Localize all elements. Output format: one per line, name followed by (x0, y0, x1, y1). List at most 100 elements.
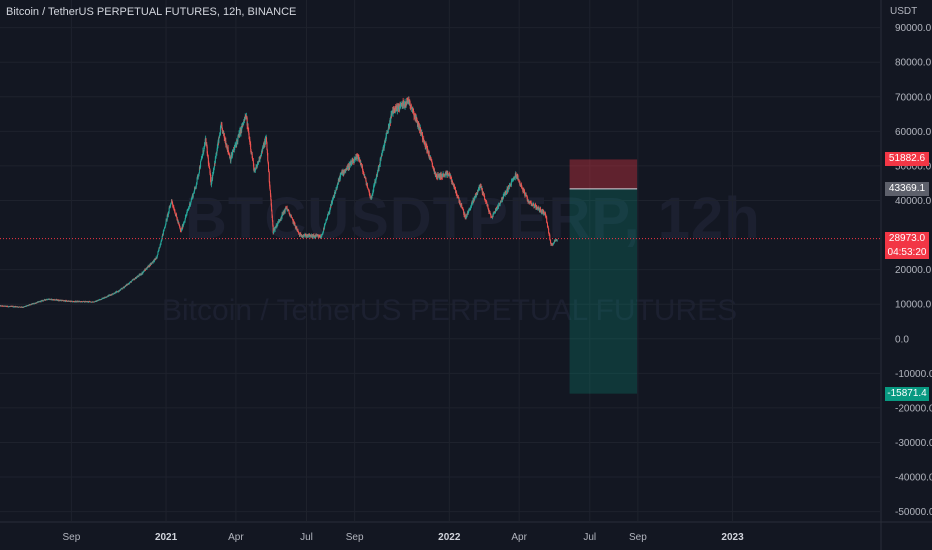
candle-body (524, 194, 526, 197)
candle-body (294, 223, 296, 226)
candle-body (442, 174, 444, 178)
candle-body (290, 216, 292, 218)
candle-body (270, 195, 272, 200)
time-tick-label: Sep (62, 532, 80, 543)
candle-body (364, 176, 366, 179)
candle-body (377, 171, 379, 176)
price-tick-label: 70000.0 (895, 92, 932, 103)
candle-body (159, 243, 161, 247)
candle-body (156, 255, 158, 258)
candle-body (142, 272, 144, 274)
candle-body (228, 152, 230, 155)
price-tick-label: -30000.0 (895, 438, 932, 449)
candle-body (463, 210, 465, 214)
candle-body (547, 227, 549, 229)
candle-body (131, 281, 133, 283)
candle-body (199, 166, 201, 169)
candle-body (213, 166, 215, 170)
candle-body (22, 307, 24, 308)
time-tick-label: Apr (228, 532, 244, 543)
candle-body (507, 188, 509, 192)
candle-body (163, 228, 165, 231)
price-tick-label: 20000.0 (895, 265, 932, 276)
candle-body (28, 305, 30, 307)
candle-body (207, 157, 209, 164)
candle-body (410, 105, 412, 109)
candle-body (162, 230, 164, 235)
price-tick-label: 80000.0 (895, 58, 932, 69)
candle-body (550, 240, 552, 244)
candle-body (494, 209, 496, 213)
candle-body (200, 161, 202, 167)
candle-body (131, 280, 133, 281)
candle-body (210, 174, 212, 182)
candle-body (96, 301, 98, 302)
candle-body (266, 138, 268, 143)
candle-body (157, 252, 159, 255)
price-tick-label: -20000.0 (895, 403, 932, 414)
candle-body (148, 265, 150, 267)
candle-body (543, 211, 545, 215)
candle-body (396, 105, 398, 112)
candle-body (196, 177, 198, 183)
candle-body (227, 147, 229, 152)
candle-body (262, 146, 264, 151)
candle-body (270, 199, 272, 206)
candle-body (294, 225, 296, 227)
candle-body (399, 105, 401, 109)
candle-body (87, 301, 89, 303)
candle-body (200, 160, 202, 162)
candle-body (325, 222, 327, 224)
candle-body (450, 175, 452, 180)
candle-body (165, 220, 167, 225)
candle-body (269, 186, 271, 191)
candle-body (6, 306, 8, 308)
candle-body (470, 206, 472, 210)
time-tick-label: 2023 (721, 532, 744, 543)
candle-body (203, 150, 205, 153)
candle-body (330, 202, 332, 206)
candle-body (206, 146, 208, 154)
candle-body (369, 194, 371, 198)
candle-body (56, 300, 58, 302)
candle-body (114, 292, 116, 294)
candle-body (138, 274, 140, 277)
candle-body (170, 203, 172, 205)
candle-body (219, 134, 221, 138)
price-tick-label: 50000.0 (895, 161, 932, 172)
candle-body (400, 103, 402, 106)
candle-body (503, 194, 505, 196)
candle-body (481, 188, 483, 193)
candle-body (269, 181, 271, 187)
candle-body (353, 159, 355, 163)
candle-body (430, 157, 432, 160)
candle-body (297, 231, 299, 233)
entry-price-label: 43369.1 (885, 181, 929, 196)
candle-body (112, 293, 114, 295)
candle-body (371, 195, 373, 197)
candle-body (214, 162, 216, 164)
candle-body (308, 234, 310, 237)
target-price-label: -15871.4 (885, 386, 929, 401)
candle-body (377, 171, 379, 173)
candle-body (216, 150, 218, 154)
candle-body (25, 305, 27, 307)
candle-body (381, 151, 383, 156)
candle-body (128, 283, 130, 285)
candle-body (453, 185, 455, 188)
candle-body (253, 163, 255, 171)
candle-body (417, 125, 419, 127)
candle-body (120, 289, 122, 291)
candle-body (549, 235, 551, 240)
candle-body (190, 201, 192, 203)
candle-body (310, 235, 312, 237)
bar-countdown-label: 04:53:20 (885, 245, 929, 259)
candle-body (250, 144, 252, 150)
candle-body (243, 121, 245, 125)
candle-body (363, 173, 365, 176)
candle-body (519, 183, 521, 185)
candle-body (178, 222, 180, 225)
